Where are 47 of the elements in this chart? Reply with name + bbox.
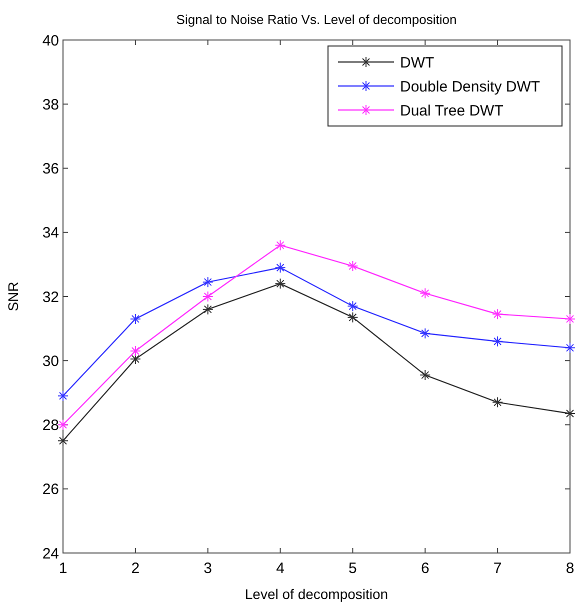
point xyxy=(130,354,141,365)
y-tick-label: 36 xyxy=(42,160,59,178)
point xyxy=(130,346,141,357)
x-tick-label: 2 xyxy=(131,560,140,577)
point xyxy=(347,260,358,272)
x-tick-label: 7 xyxy=(493,560,502,577)
x-tick-label: 8 xyxy=(566,560,574,577)
point xyxy=(274,262,286,274)
y-tick-label: 40 xyxy=(42,32,59,50)
legend-label: DWT xyxy=(400,54,434,72)
y-tick-label: 34 xyxy=(42,224,59,242)
y-tick-label: 24 xyxy=(42,545,59,562)
y-tick-label: 26 xyxy=(42,481,59,498)
y-axis-title: SNR xyxy=(5,282,21,312)
x-tick-label: 4 xyxy=(276,560,284,577)
point xyxy=(274,240,286,251)
point xyxy=(274,278,286,290)
legend-label: Double Density DWT xyxy=(400,78,540,96)
point xyxy=(202,304,214,315)
point xyxy=(420,370,431,381)
point xyxy=(420,328,431,339)
point xyxy=(202,276,214,288)
point xyxy=(564,313,575,324)
point xyxy=(58,419,68,430)
legend-label: Dual Tree DWT xyxy=(400,102,504,120)
point xyxy=(58,390,68,402)
y-tick-label: 32 xyxy=(42,288,59,306)
point xyxy=(58,435,68,446)
chart-title: Signal to Noise Ratio Vs. Level of decomposition xyxy=(176,12,457,27)
x-tick-label: 3 xyxy=(204,560,212,577)
point xyxy=(564,408,575,420)
x-tick-label: 6 xyxy=(420,560,430,577)
point xyxy=(130,313,141,324)
y-tick-label: 30 xyxy=(42,352,59,370)
point xyxy=(564,342,575,354)
point xyxy=(347,312,358,323)
y-tick-label: 28 xyxy=(42,417,59,434)
point xyxy=(492,396,504,408)
point xyxy=(420,288,431,299)
y-tick-label: 38 xyxy=(42,96,59,114)
point xyxy=(492,308,504,320)
point xyxy=(492,336,504,347)
x-axis-title: Level of decomposition xyxy=(244,586,388,602)
x-tick-label: 1 xyxy=(58,560,68,577)
point xyxy=(202,291,214,302)
x-tick-label: 5 xyxy=(348,560,357,577)
point xyxy=(347,300,358,312)
